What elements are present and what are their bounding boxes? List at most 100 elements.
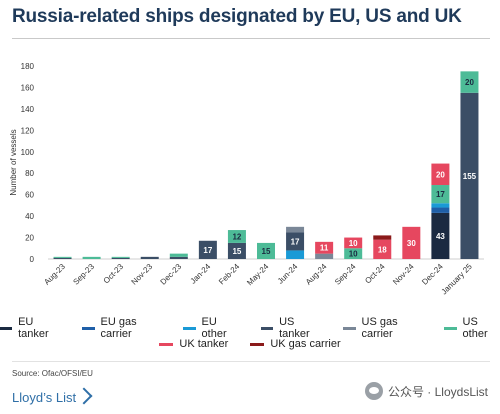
y-tick-label: 40 — [25, 212, 34, 221]
wechat-icon — [364, 382, 383, 400]
legend-row-1: EU tanker EU gas carrier EU other US tanker… — [0, 316, 500, 340]
legend-row-2: UK tanker UK gas carrier — [0, 338, 500, 350]
data-label: 17 — [291, 237, 300, 246]
legend-item: EU gas carrier — [82, 316, 161, 340]
brand-name: Lloyd’s List — [12, 390, 77, 405]
x-tick-label: Aug-23 — [42, 262, 67, 287]
x-tick-label: Jun-24 — [276, 262, 300, 286]
x-tick-label: January 25 — [440, 262, 475, 297]
x-tick-label: May-24 — [245, 262, 271, 288]
bar-segment — [431, 163, 450, 186]
bar-segment — [315, 253, 334, 259]
bar-segment — [198, 240, 217, 259]
data-label: 155 — [463, 172, 477, 181]
y-tick-label: 20 — [25, 234, 34, 243]
x-tick-label: Jan-24 — [189, 262, 213, 286]
legend-swatch — [261, 326, 274, 330]
legend-label: UK gas carrier — [270, 338, 341, 350]
bar-segment — [460, 92, 479, 259]
y-tick-label: 160 — [21, 83, 35, 92]
bar-segment — [227, 242, 246, 259]
data-label: 12 — [232, 232, 241, 241]
legend-item: US tanker — [261, 316, 321, 340]
legend-label: EU tanker — [18, 316, 49, 340]
legend-label: EU gas carrier — [100, 316, 137, 340]
x-tick-label: Feb-24 — [217, 262, 242, 287]
legend-swatch — [183, 326, 196, 330]
bar-segment — [344, 248, 363, 259]
x-tick-label: Dec-24 — [420, 262, 445, 287]
y-axis-label: Number of vessels — [9, 129, 18, 195]
x-tick-label: Nov-23 — [130, 262, 155, 287]
legend-swatch — [444, 326, 457, 330]
bar-segment — [169, 256, 188, 259]
data-label: 10 — [349, 239, 358, 248]
watermark-text: 公众号 · LloydsList — [387, 384, 488, 399]
bar-segment — [111, 256, 130, 258]
legend-item: US other — [444, 316, 500, 340]
x-tick-label: Aug-24 — [304, 262, 329, 287]
x-tick-label: Oct-24 — [363, 262, 387, 286]
y-tick-label: 120 — [21, 126, 35, 135]
legend-swatch — [250, 342, 265, 346]
chart-title: Russia-related ships designated by EU, U… — [12, 6, 462, 27]
data-label: 43 — [436, 232, 445, 241]
watermark: 公众号 · LloydsList — [364, 382, 488, 400]
data-label: 15 — [232, 247, 241, 256]
data-label: 10 — [349, 250, 358, 259]
bar-segment — [286, 226, 305, 233]
source-note: Source: Ofac/OFSI/EU — [12, 369, 93, 378]
bar-segment — [431, 185, 450, 204]
y-tick-label: 140 — [21, 105, 35, 114]
y-tick-label: 0 — [30, 255, 35, 264]
legend-item: US gas carrier — [343, 316, 422, 340]
bar-segment — [431, 212, 450, 259]
legend-item: EU other — [183, 316, 239, 340]
legend-item: UK tanker — [159, 338, 228, 350]
bar-segment — [373, 235, 392, 240]
bar-segment — [431, 207, 450, 213]
brand-logo: Lloyd’s List — [12, 387, 93, 405]
x-tick-label: Dec-23 — [159, 262, 184, 287]
bar-segment — [111, 257, 130, 259]
bar-segment — [431, 203, 450, 208]
data-label: 20 — [436, 170, 445, 179]
legend-swatch — [159, 342, 174, 346]
bar-segment — [227, 230, 246, 243]
x-tick-label: Sep-24 — [333, 262, 358, 287]
bar-segment — [257, 242, 275, 259]
stacked-bar-chart: Number of vessels 0 20 40 60 80 100 120 140 160 18… — [9, 62, 484, 297]
x-tick-label: Sep-23 — [71, 262, 96, 287]
bar-segment — [286, 250, 305, 259]
legend-label: US tanker — [279, 316, 310, 340]
bar-segment — [344, 237, 363, 249]
data-label: 15 — [262, 247, 271, 256]
legend-swatch — [0, 326, 13, 330]
y-tick-label: 180 — [21, 62, 35, 71]
legend-label: UK tanker — [179, 338, 229, 350]
bar-segment — [53, 256, 72, 258]
y-tick-label: 80 — [25, 169, 34, 178]
footer-divider — [12, 361, 490, 362]
bar-segment — [82, 256, 101, 259]
y-tick-label: 100 — [21, 148, 35, 157]
legend-label: US gas carrier — [361, 316, 398, 340]
bar-segment — [140, 256, 159, 259]
bar-segment — [373, 239, 392, 259]
data-label: 30 — [407, 239, 416, 248]
legend-label: EU other — [201, 316, 227, 340]
bar-segment — [53, 257, 72, 259]
data-label: 20 — [465, 78, 474, 87]
data-label: 11 — [320, 244, 329, 253]
brand-arrow-icon — [75, 387, 93, 405]
x-tick-label: Nov-24 — [391, 262, 416, 287]
y-tick-label: 60 — [25, 191, 34, 200]
bar-segment — [402, 226, 421, 259]
data-label: 17 — [203, 246, 212, 255]
bar-segment — [460, 71, 479, 93]
data-label: 18 — [378, 245, 387, 254]
legend-swatch — [343, 326, 356, 330]
bar-segment — [286, 232, 305, 251]
data-label: 17 — [436, 190, 445, 199]
bar-segment — [169, 253, 188, 257]
